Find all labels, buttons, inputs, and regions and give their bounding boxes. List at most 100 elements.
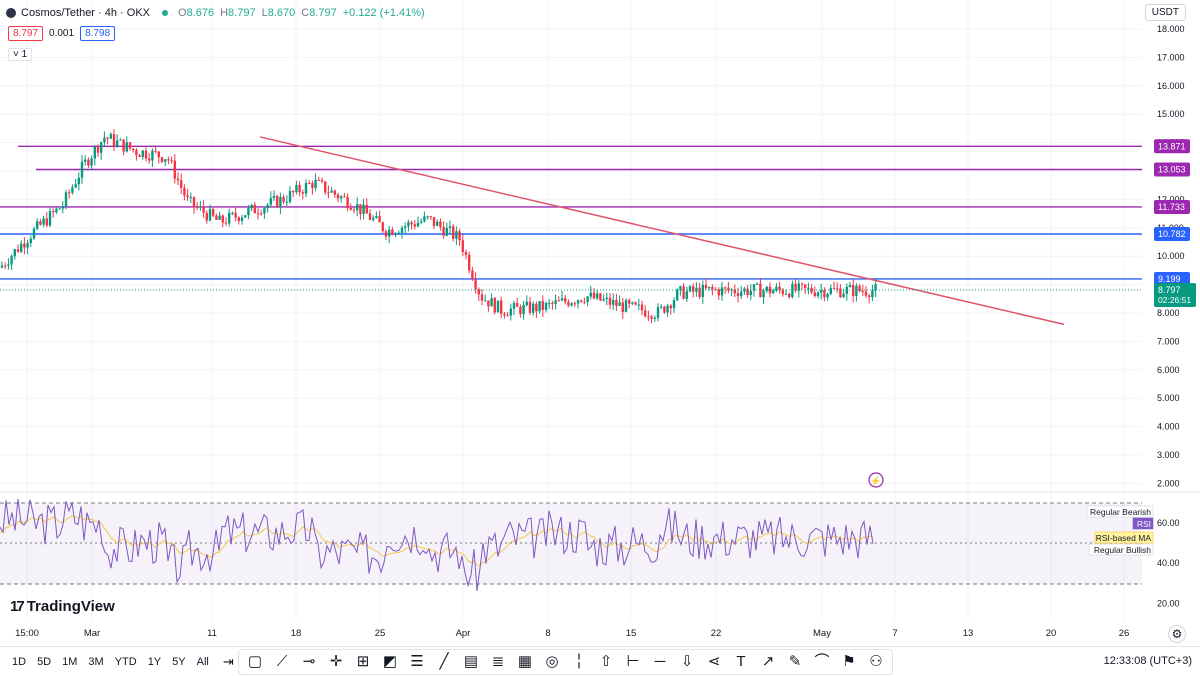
- candle-body: [864, 291, 868, 296]
- candle-body: [135, 150, 138, 156]
- candle-body: [26, 242, 29, 248]
- candle-body: [346, 196, 349, 208]
- crosshair-icon[interactable]: ✛: [329, 653, 343, 670]
- candle-body: [298, 185, 301, 193]
- pattern-icon[interactable]: ⋖: [707, 653, 721, 670]
- rsi-legend-label: RSI: [1137, 519, 1151, 529]
- candle-body: [784, 293, 788, 295]
- goto-date-icon[interactable]: ⇥: [222, 653, 234, 669]
- candle-body: [500, 300, 503, 314]
- clock[interactable]: 12:33:08 (UTC+3): [1103, 655, 1192, 667]
- ellipse-icon[interactable]: ◎: [545, 653, 559, 670]
- chart-canvas[interactable]: 18.00017.00016.00015.00014.00013.00012.0…: [0, 0, 1200, 646]
- candle-body: [685, 291, 688, 299]
- candle-body: [848, 284, 852, 288]
- candle-body: [23, 243, 26, 248]
- arrow-down-icon[interactable]: ⇩: [680, 653, 694, 670]
- flag-icon[interactable]: ⚑: [842, 653, 856, 670]
- arrow-up-icon[interactable]: ⇧: [599, 653, 613, 670]
- candle-body: [871, 290, 874, 298]
- level-label: 11.733: [1158, 202, 1185, 212]
- candle-body: [554, 300, 557, 305]
- callout-icon[interactable]: ◩: [382, 653, 398, 670]
- range-5d[interactable]: 5D: [37, 655, 52, 668]
- candle-body: [855, 285, 858, 297]
- candle-body: [724, 287, 727, 289]
- candle-body: [624, 300, 628, 312]
- candle-body: [375, 215, 378, 218]
- candle-body: [733, 289, 736, 294]
- horizontal-line-icon[interactable]: ─: [654, 653, 666, 670]
- candle-body: [196, 206, 199, 208]
- sell-button[interactable]: 8.797: [8, 26, 44, 41]
- indicators-collapse-button[interactable]: ˅ 1: [8, 48, 33, 61]
- candle-body: [176, 178, 180, 181]
- rectangle-icon[interactable]: ▢: [247, 653, 263, 670]
- candle-body: [688, 286, 692, 292]
- candle-body: [167, 159, 170, 161]
- candle-body: [372, 217, 375, 220]
- candle-body: [16, 249, 20, 252]
- symbol-title[interactable]: Cosmos/Tether · 4h · OKX: [21, 7, 150, 19]
- candle-body: [464, 251, 468, 255]
- candle-body: [122, 139, 125, 152]
- candle-body: [224, 222, 228, 224]
- range-ytd[interactable]: YTD: [114, 655, 137, 668]
- candle-body: [448, 226, 452, 229]
- candle-body: [61, 206, 64, 209]
- date-range-icon[interactable]: ⊢: [626, 653, 640, 670]
- range-1y[interactable]: 1Y: [147, 655, 162, 668]
- polyline-icon[interactable]: ⌒: [814, 653, 830, 670]
- candle-body: [528, 301, 532, 313]
- currency-selector[interactable]: USDT: [1144, 4, 1186, 21]
- candle-body: [68, 192, 71, 194]
- grid-icon[interactable]: ▦: [517, 653, 533, 670]
- trend-line[interactable]: [259, 136, 1065, 326]
- candle-body: [583, 301, 586, 303]
- candle-body: [580, 300, 583, 302]
- candle-body: [170, 160, 173, 162]
- candle-body: [679, 286, 682, 290]
- rsi-legend-label: Regular Bearish: [1090, 507, 1151, 517]
- candle-body: [164, 159, 167, 162]
- candle-body: [711, 286, 714, 290]
- range-3m[interactable]: 3M: [88, 655, 104, 668]
- rsi-legend-label: RSI-based MA: [1096, 533, 1152, 543]
- rsi-legend-box: [1088, 543, 1154, 556]
- range-1d[interactable]: 1D: [12, 655, 27, 668]
- candle-body: [608, 297, 612, 305]
- curve-icon[interactable]: ↗: [761, 653, 775, 670]
- candle-body: [157, 151, 160, 158]
- settings-icon[interactable]: ⚙: [1168, 625, 1186, 643]
- price-tick: 17.000: [1157, 52, 1185, 62]
- candle-body: [599, 293, 602, 301]
- candle-body: [420, 221, 423, 223]
- candle-body: [324, 181, 327, 193]
- text-icon[interactable]: T: [736, 653, 746, 670]
- range-all[interactable]: All: [196, 655, 209, 668]
- time-tick: 13: [963, 628, 974, 639]
- channel-icon[interactable]: ▤: [463, 653, 479, 670]
- brush-icon[interactable]: ✎: [788, 653, 802, 670]
- candle-body: [631, 302, 634, 304]
- path-icon[interactable]: ⟋: [276, 653, 288, 670]
- candle-body: [522, 304, 525, 315]
- candle-body: [71, 187, 74, 193]
- projection-icon[interactable]: ⚇: [869, 653, 883, 670]
- candle-body: [807, 287, 810, 289]
- frame-icon[interactable]: ⊞: [356, 653, 370, 670]
- buy-button[interactable]: 8.798: [80, 26, 116, 41]
- range-5y[interactable]: 5Y: [172, 655, 186, 668]
- vertical-line-icon[interactable]: ╎: [574, 653, 584, 670]
- candle-body: [765, 286, 768, 291]
- range-1m[interactable]: 1M: [62, 655, 78, 668]
- candle-body: [535, 303, 538, 312]
- candle-body: [842, 293, 845, 298]
- fib-icon[interactable]: ≣: [491, 653, 505, 670]
- lines-icon[interactable]: ☰: [410, 653, 424, 670]
- lightning-icon[interactable]: [868, 472, 884, 488]
- trend-line-icon[interactable]: ╱: [439, 653, 449, 670]
- candle-body: [519, 306, 522, 315]
- horizontal-ray-icon[interactable]: ⊸: [302, 653, 316, 670]
- candle-body: [439, 221, 442, 227]
